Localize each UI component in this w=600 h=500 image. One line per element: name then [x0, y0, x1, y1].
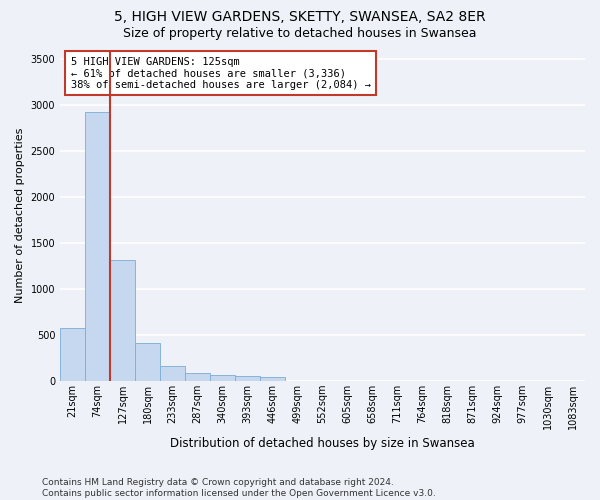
Bar [185, 374, 210, 380]
X-axis label: Distribution of detached houses by size in Swansea: Distribution of detached houses by size … [170, 437, 475, 450]
Bar [210, 376, 235, 380]
Bar [85, 112, 110, 380]
Y-axis label: Number of detached properties: Number of detached properties [15, 128, 25, 303]
Bar [60, 328, 85, 380]
Text: Size of property relative to detached houses in Swansea: Size of property relative to detached ho… [123, 28, 477, 40]
Bar [110, 260, 135, 380]
Text: 5 HIGH VIEW GARDENS: 125sqm
← 61% of detached houses are smaller (3,336)
38% of : 5 HIGH VIEW GARDENS: 125sqm ← 61% of det… [71, 56, 371, 90]
Bar [160, 366, 185, 380]
Bar [260, 377, 285, 380]
Bar [135, 342, 160, 380]
Text: 5, HIGH VIEW GARDENS, SKETTY, SWANSEA, SA2 8ER: 5, HIGH VIEW GARDENS, SKETTY, SWANSEA, S… [114, 10, 486, 24]
Text: Contains HM Land Registry data © Crown copyright and database right 2024.
Contai: Contains HM Land Registry data © Crown c… [42, 478, 436, 498]
Bar [235, 376, 260, 380]
